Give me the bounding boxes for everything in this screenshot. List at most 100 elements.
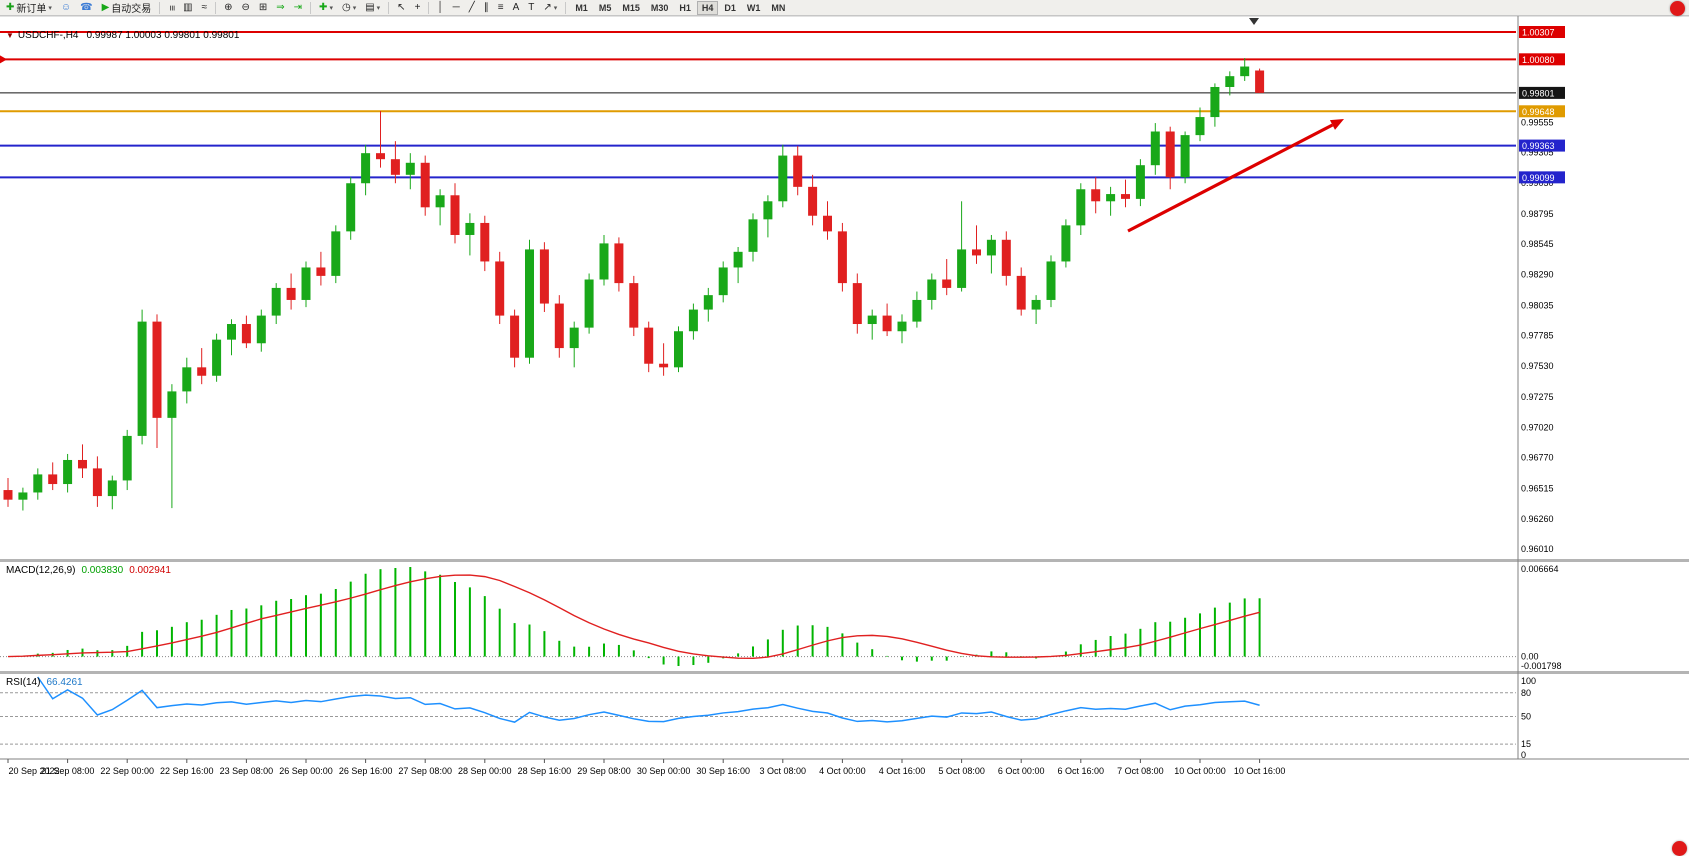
panel-separator[interactable] <box>0 671 1689 674</box>
candle-body <box>376 153 385 160</box>
arrows-button[interactable]: ↗ ▾ <box>539 1 561 15</box>
price-axis-label: 0.99555 <box>1521 117 1554 127</box>
price-axis-label: 0.96010 <box>1521 544 1554 554</box>
candle-body <box>435 195 445 208</box>
price-label-box <box>1519 139 1565 152</box>
auto-scroll-button[interactable]: ⇒ <box>272 1 288 15</box>
price-label-box <box>1519 53 1565 66</box>
timeframe-d1[interactable]: D1 <box>719 1 741 15</box>
new-order-icon: ✚ <box>6 1 15 13</box>
time-axis-label: 6 Oct 00:00 <box>998 766 1045 776</box>
cursor-icon: ↖ <box>397 1 406 13</box>
notification-badge-bottom[interactable] <box>1672 841 1687 856</box>
timeframe-m5[interactable]: M5 <box>594 1 617 15</box>
horizontal-line-button[interactable]: ─ <box>449 1 464 15</box>
tile-windows-button[interactable]: ⊞ <box>255 1 271 15</box>
macd-axis[interactable]: 0.006664 0.00-0.001798 <box>1521 564 1562 671</box>
indicators-button[interactable]: ✚ ▾ <box>315 1 337 15</box>
periods-button[interactable]: ◷ ▾ <box>338 1 360 15</box>
candle-body <box>63 459 73 485</box>
text-button[interactable]: A <box>509 1 524 15</box>
text-icon: A <box>512 1 520 13</box>
time-axis-label: 4 Oct 00:00 <box>819 766 866 776</box>
candlestick-chart-icon: ▥ <box>183 1 193 13</box>
panel-separator[interactable] <box>0 559 1689 562</box>
price-axis-label: 0.98795 <box>1521 209 1554 219</box>
timeframe-h1[interactable]: H1 <box>674 1 696 15</box>
candle-body <box>227 324 236 340</box>
candle-body <box>107 480 117 497</box>
templates-button[interactable]: ▤ ▾ <box>361 1 384 15</box>
chart-shift-button[interactable]: ⇥ <box>290 1 306 15</box>
vertical-line-icon: │ <box>437 1 444 13</box>
channel-button[interactable]: ∥ <box>480 1 493 15</box>
price-label: 0.99099 <box>1522 173 1555 183</box>
time-axis-label: 10 Oct 16:00 <box>1234 766 1286 776</box>
horizontal-line-icon: ─ <box>452 1 460 13</box>
community-button[interactable]: ☺ <box>57 1 75 15</box>
toolbar-separator <box>428 1 430 14</box>
candle-body <box>688 309 698 332</box>
candle-body <box>1180 135 1190 178</box>
chart-ohlc-readout: ▼ USDCHF-,H4 0.99987 1.00003 0.99801 0.998… <box>6 30 239 41</box>
rsi-axis[interactable]: 100 80 50 150 <box>1521 676 1536 760</box>
notification-badge[interactable] <box>1670 1 1685 16</box>
candle-body <box>271 287 281 316</box>
candles-layer <box>3 58 1265 511</box>
trend-arrow[interactable] <box>1127 119 1344 233</box>
timeframe-h4[interactable]: H4 <box>696 0 719 15</box>
new-order-button[interactable]: ✚ 新订单 ▾ <box>2 1 56 15</box>
chevron-down-icon: ▾ <box>48 4 52 12</box>
vertical-line-button[interactable]: │ <box>433 1 447 15</box>
price-axis-label: 0.96260 <box>1521 514 1554 524</box>
price-axis-label: 0.99305 <box>1521 148 1554 158</box>
candle-body <box>554 303 564 349</box>
timeframe-m30[interactable]: M30 <box>646 1 674 15</box>
price-label-boxes: 1.00307 1.00080 0.99801 0.99648 0.99363 0.990… <box>1519 26 1565 184</box>
cursor-button[interactable]: ↖ <box>393 1 409 15</box>
timeframe-w1[interactable]: W1 <box>742 1 766 15</box>
time-axis-label: 20 Sep 2022 <box>8 766 59 776</box>
timeframe-m15[interactable]: M15 <box>617 1 645 15</box>
price-axis[interactable]: 0.995550.993050.990500.987950.985450.982… <box>1521 117 1554 554</box>
candle-body <box>1016 275 1026 310</box>
candlestick-chart-button[interactable]: ▥ <box>179 1 196 15</box>
crosshair-button[interactable]: + <box>411 1 425 15</box>
candle-body <box>510 315 520 358</box>
bar-chart-button[interactable]: ≡ <box>164 1 178 15</box>
line-chart-button[interactable]: ≈ <box>198 1 212 15</box>
trendline-button[interactable]: ╱ <box>465 1 479 15</box>
svg-text:0.00: 0.00 <box>1521 652 1539 662</box>
svg-text:100: 100 <box>1521 676 1536 686</box>
svg-text:-0.001798: -0.001798 <box>1521 661 1562 671</box>
candle-body <box>92 468 102 497</box>
candle-body <box>539 249 549 304</box>
timeframe-m1[interactable]: M1 <box>570 1 593 15</box>
price-axis-label: 0.96515 <box>1521 483 1554 493</box>
price-label-box <box>1519 171 1565 184</box>
candle-body <box>629 283 639 328</box>
chat-button[interactable]: ☎ <box>76 1 96 15</box>
chart-shift-marker[interactable] <box>1249 18 1259 25</box>
candle-body <box>525 249 534 358</box>
price-axis-label: 0.96770 <box>1521 453 1554 463</box>
rsi-value: 66.4261 <box>46 677 83 688</box>
one-click-trading-toggle[interactable]: ▼ <box>6 31 14 40</box>
macd-main-value: 0.003830 <box>81 565 124 576</box>
text-label-button[interactable]: T <box>524 1 538 15</box>
zoom-out-button[interactable]: ⊖ <box>237 1 253 15</box>
timeframe-mn[interactable]: MN <box>766 1 790 15</box>
candle-body <box>167 391 177 418</box>
price-axis-label: 0.97530 <box>1521 361 1554 371</box>
new-order-label: 新订单 <box>16 4 47 15</box>
candle-body <box>1106 194 1116 202</box>
crosshair-icon: + <box>414 1 421 13</box>
channel-icon: ∥ <box>483 1 489 13</box>
time-axis-label: 6 Oct 16:00 <box>1058 766 1105 776</box>
hline-anchor[interactable] <box>0 55 7 64</box>
fibonacci-button[interactable]: ≡ <box>494 1 508 15</box>
zoom-in-button[interactable]: ⊕ <box>220 1 236 15</box>
autotrading-button[interactable]: ▶ 自动交易 <box>98 1 156 15</box>
